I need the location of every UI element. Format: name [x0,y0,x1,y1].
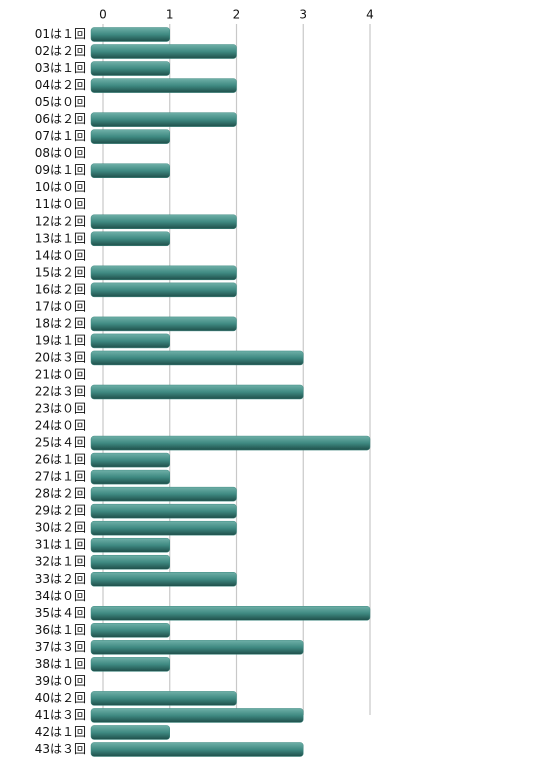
y-tick-label: 10は０回 [35,180,86,194]
bar [90,657,170,672]
bar [90,27,170,42]
y-tick-label: 31は１回 [35,538,86,552]
bar [90,452,170,468]
y-tick-label: 37は３回 [35,640,86,654]
y-tick-label: 15は２回 [35,265,86,279]
y-tick-label: 35は４回 [35,606,86,620]
bar [90,384,304,400]
bar [90,316,237,332]
y-tick-label: 39は０回 [35,674,86,688]
y-tick-label: 09は１回 [35,163,86,177]
y-tick-label: 06は２回 [35,112,86,126]
y-tick-label: 34は０回 [35,589,86,603]
bar [90,163,170,178]
bar [90,742,304,757]
y-tick-label: 01は１回 [35,27,86,41]
bar [90,537,170,553]
y-tick-label: 07は１回 [35,129,86,143]
x-tick-label: 2 [233,8,241,22]
y-tick-label: 08は０回 [35,146,86,160]
bar [90,606,371,621]
y-tick-label: 22は３回 [35,385,86,399]
y-tick-label: 32は１回 [35,555,86,569]
y-tick-label: 21は０回 [35,367,86,381]
y-tick-label: 33は２回 [35,572,86,586]
bar [90,503,237,519]
y-tick-label: 23は０回 [35,402,86,416]
y-tick-label: 19は１回 [35,333,86,347]
x-tick-label: 3 [299,8,307,22]
bar [90,265,237,281]
bar [90,282,237,298]
y-tick-label: 20は３回 [35,350,86,364]
y-tick-label: 40は２回 [35,691,86,705]
y-tick-label: 38は１回 [35,657,86,671]
y-tick-label: 43は３回 [35,742,86,756]
y-tick-label: 05は０回 [35,95,86,109]
x-tick-label: 1 [166,8,174,22]
y-tick-label: 28は２回 [35,487,86,501]
bar [90,708,304,723]
y-tick-label: 17は０回 [35,299,86,313]
y-tick-label: 26は１回 [35,453,86,467]
bar [90,214,237,230]
bar [90,44,237,59]
bar [90,78,237,93]
x-tick-label: 4 [366,8,374,22]
bar [90,623,170,638]
bar [90,520,237,536]
bar [90,350,304,366]
y-tick-label: 04は２回 [35,78,86,92]
bar [90,61,170,76]
y-tick-label: 12は２回 [35,214,86,228]
y-tick-label: 11は０回 [35,197,86,211]
y-tick-label: 30は２回 [35,521,86,535]
y-tick-label: 42は１回 [35,725,86,739]
bar [90,112,237,127]
y-tick-label: 14は０回 [35,248,86,262]
bar [90,572,237,587]
y-tick-label: 16は２回 [35,282,86,296]
x-tick-label: 0 [99,8,107,22]
y-tick-label: 25は４回 [35,436,86,450]
bar [90,691,237,706]
bar [90,435,371,451]
y-tick-label: 02は２回 [35,44,86,58]
y-tick-label: 24は０回 [35,419,86,433]
bar [90,486,237,502]
bar [90,129,170,144]
y-tick-label: 29は２回 [35,504,86,518]
bar [90,725,170,740]
y-tick-label: 18は２回 [35,316,86,330]
bar [90,469,170,485]
y-tick-label: 03は１回 [35,61,86,75]
bar [90,333,170,349]
y-tick-label: 13は１回 [35,231,86,245]
y-tick-label: 36は１回 [35,623,86,637]
y-tick-label: 27は１回 [35,470,86,484]
y-tick-label: 41は３回 [35,708,86,722]
bar [90,554,170,570]
bar [90,640,304,655]
bar [90,231,170,247]
